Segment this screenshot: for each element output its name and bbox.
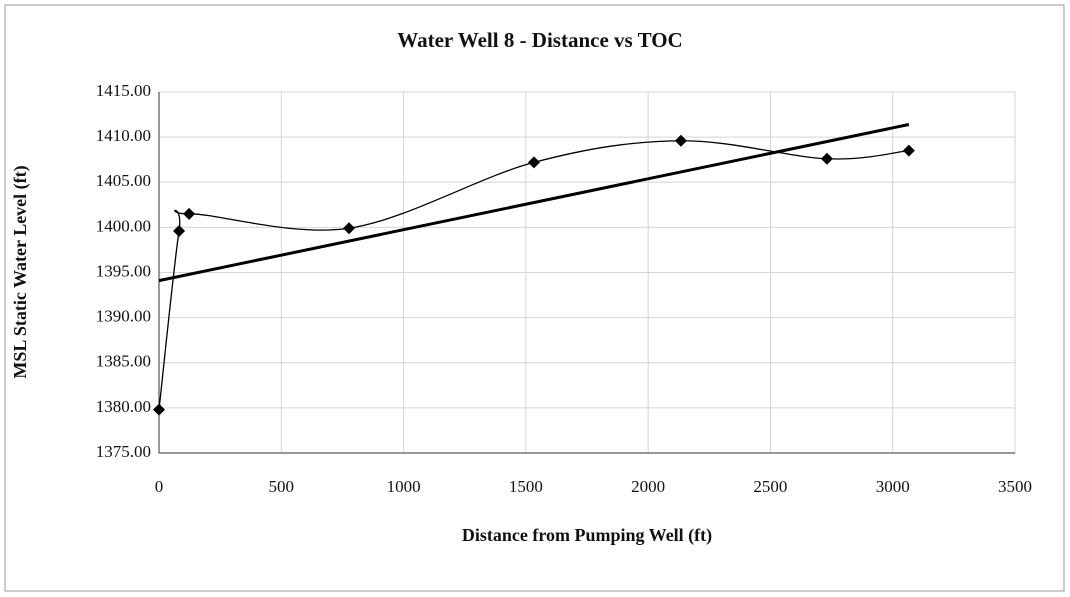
data-point xyxy=(183,207,196,220)
x-tick-label: 3000 xyxy=(876,477,910,496)
y-tick-label: 1390.00 xyxy=(96,307,151,326)
y-tick-label: 1400.00 xyxy=(96,216,151,235)
y-tick-label: 1405.00 xyxy=(96,171,151,190)
y-tick-label: 1415.00 xyxy=(96,81,151,100)
data-point xyxy=(902,144,915,157)
x-tick-label: 500 xyxy=(269,477,295,496)
x-tick-label: 1500 xyxy=(509,477,543,496)
trend-line xyxy=(158,123,910,283)
data-point xyxy=(820,152,833,165)
y-tick-label: 1385.00 xyxy=(96,352,151,371)
y-tick-label: 1395.00 xyxy=(96,261,151,280)
data-point xyxy=(343,222,356,235)
data-point xyxy=(674,134,687,147)
x-tick-label: 2500 xyxy=(753,477,787,496)
x-tick-label: 1000 xyxy=(387,477,421,496)
data-point xyxy=(173,224,186,237)
data-point xyxy=(153,403,165,416)
x-tick-label: 0 xyxy=(155,477,164,496)
y-tick-label: 1375.00 xyxy=(96,442,151,461)
y-tick-label: 1380.00 xyxy=(96,397,151,416)
data-point xyxy=(527,156,540,169)
y-axis-title: MSL Static Water Level (ft) xyxy=(10,165,31,378)
x-tick-label: 3500 xyxy=(998,477,1032,496)
x-axis-title: Distance from Pumping Well (ft) xyxy=(462,525,712,546)
y-tick-label: 1410.00 xyxy=(96,126,151,145)
chart-title: Water Well 8 - Distance vs TOC xyxy=(397,28,682,52)
x-tick-label: 2000 xyxy=(631,477,665,496)
